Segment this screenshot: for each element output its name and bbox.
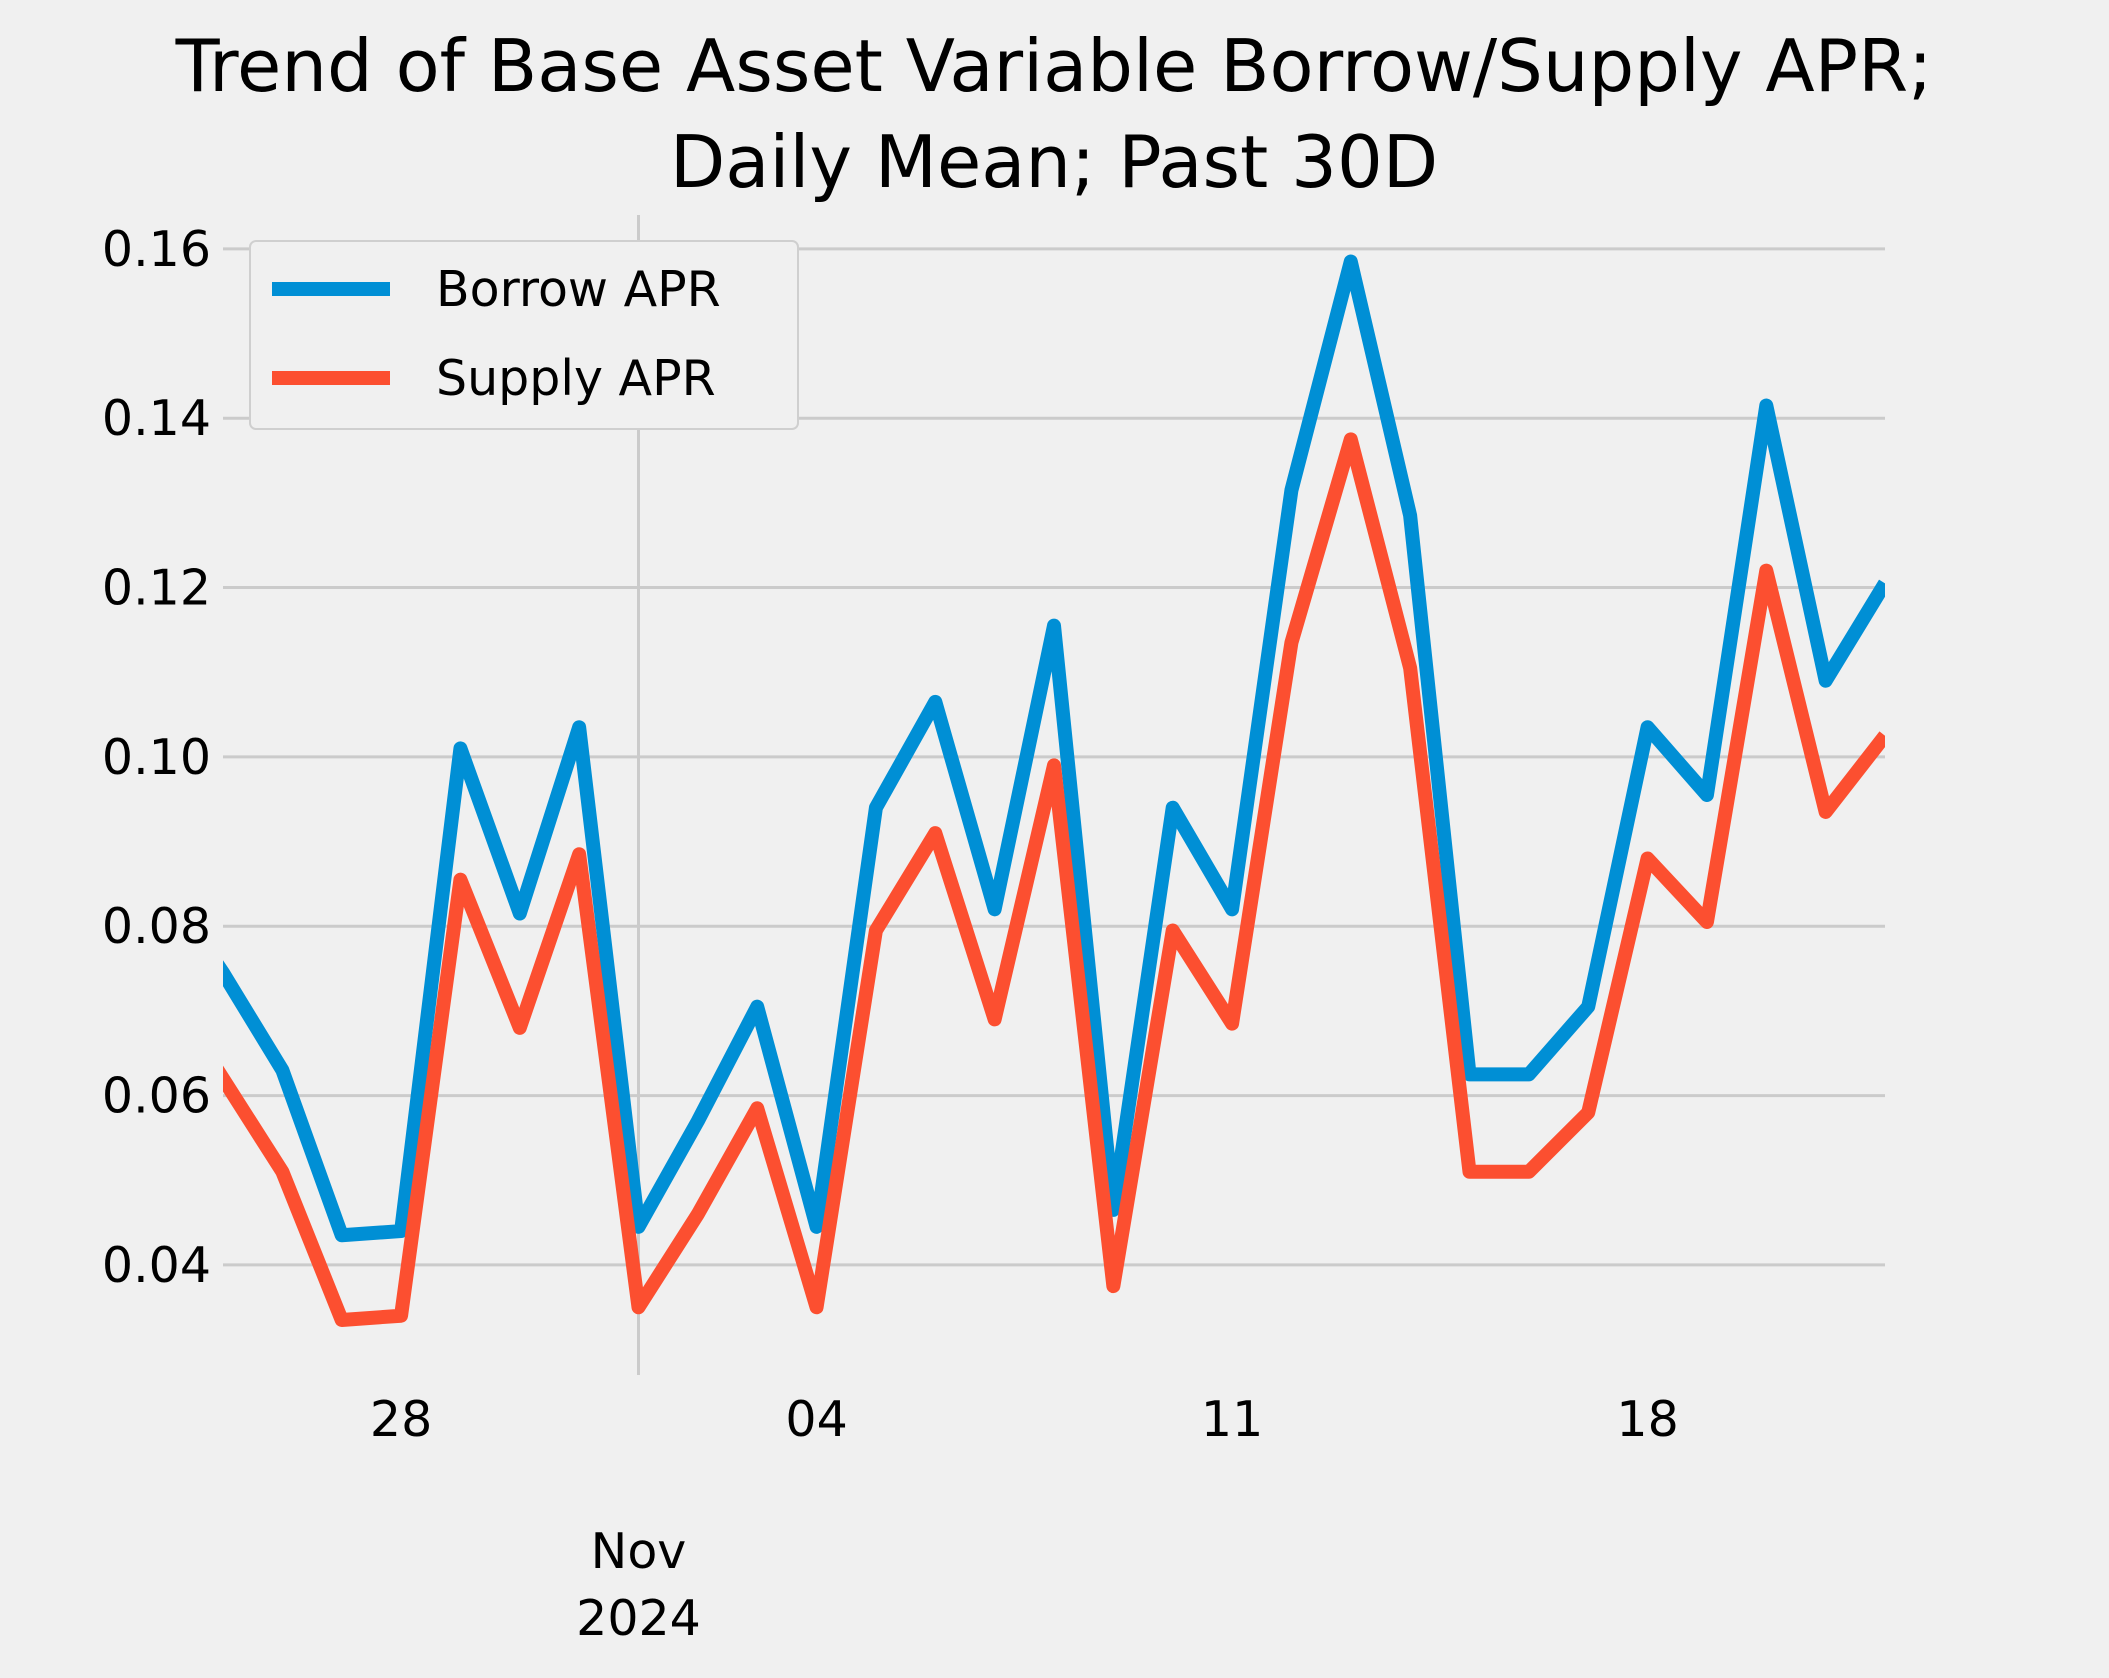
- y-tick-label: 0.16: [102, 221, 211, 278]
- x-tick-label: 28: [370, 1391, 432, 1448]
- x-tick-label: 11: [1201, 1391, 1263, 1448]
- y-tick-label: 0.04: [102, 1237, 211, 1294]
- y-tick-label: 0.06: [102, 1068, 211, 1125]
- y-tick-label: 0.08: [102, 898, 211, 955]
- x-tick-label-month: Nov: [591, 1523, 687, 1580]
- x-tick-label: 18: [1616, 1391, 1678, 1448]
- legend-label-borrow: Borrow APR: [436, 261, 721, 318]
- y-tick-label: 0.12: [102, 560, 211, 617]
- series-layer: [223, 254, 1885, 1327]
- chart-title-line-2: Daily Mean; Past 30D: [670, 120, 1438, 204]
- y-tick-label: 0.10: [102, 729, 211, 786]
- legend-label-supply: Supply APR: [436, 350, 716, 407]
- plot-area: 0.04 0.06 0.08 0.10 0.12 0.14 0.16 Nov 2024 28 04 1…: [102, 215, 1885, 1647]
- x-tick-label-year: 2024: [576, 1590, 701, 1647]
- chart-title-line-1: Trend of Base Asset Variable Borrow/Supp…: [175, 24, 1933, 108]
- x-tick-label: 04: [785, 1391, 847, 1448]
- series-line-borrow: [223, 254, 1885, 1243]
- y-tick-label: 0.14: [102, 390, 211, 447]
- ticks: 0.04 0.06 0.08 0.10 0.12 0.14 0.16 Nov 2024 28 04 1…: [102, 221, 1679, 1647]
- series-line-supply: [223, 432, 1885, 1327]
- legend: Borrow APR Supply APR: [249, 240, 799, 430]
